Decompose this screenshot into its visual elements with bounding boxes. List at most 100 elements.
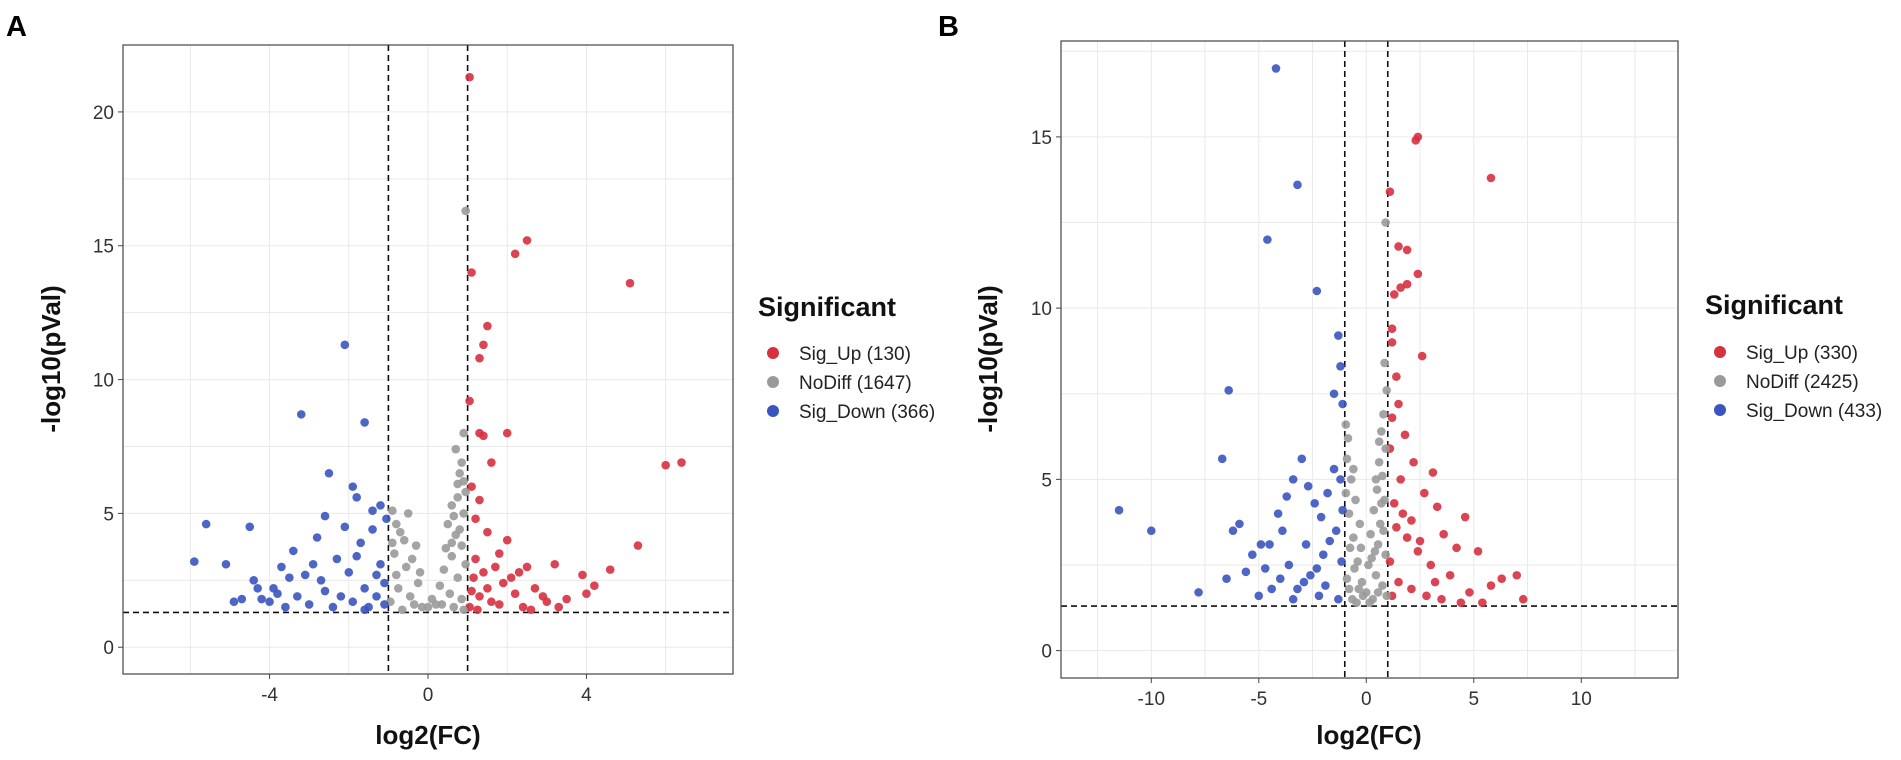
point-sig-down <box>1114 505 1124 515</box>
point-sig-down <box>348 482 358 491</box>
point-nodiff <box>393 584 403 593</box>
point-sig-down <box>1194 588 1203 597</box>
point-nodiff <box>1353 557 1362 566</box>
point-sig-up <box>1396 475 1405 484</box>
point-nodiff <box>437 600 447 609</box>
point-sig-up <box>1389 499 1399 508</box>
point-nodiff <box>388 538 397 548</box>
point-sig-up <box>483 584 492 593</box>
point-sig-down <box>201 519 211 529</box>
point-sig-up <box>1398 509 1408 518</box>
point-sig-down <box>320 511 330 521</box>
point-sig-down <box>324 468 334 478</box>
point-sig-up <box>502 428 512 438</box>
point-nodiff <box>417 602 427 612</box>
point-sig-down <box>304 600 314 609</box>
point-nodiff <box>453 573 463 582</box>
panel-b-plot-frame <box>1060 40 1679 679</box>
point-sig-down <box>1228 526 1238 536</box>
point-sig-down <box>1241 567 1251 577</box>
point-sig-down <box>332 554 342 564</box>
panel-b-y-tick-label: 10 <box>1031 299 1052 320</box>
point-sig-up <box>475 495 484 505</box>
point-sig-up <box>1465 588 1474 597</box>
point-sig-down <box>320 586 330 596</box>
point-sig-down <box>360 584 369 593</box>
point-sig-up <box>1394 399 1403 409</box>
point-sig-up <box>1473 546 1483 556</box>
legend-swatch-sig-up <box>767 347 779 359</box>
point-nodiff <box>1364 560 1373 570</box>
point-nodiff <box>459 476 468 486</box>
point-nodiff <box>1377 427 1386 436</box>
point-nodiff <box>403 509 413 518</box>
point-sig-down <box>273 589 282 599</box>
point-sig-down <box>1282 492 1292 501</box>
point-sig-up <box>1452 543 1461 553</box>
panel-b-x-tick-label: 10 <box>1571 689 1592 710</box>
point-nodiff <box>1358 591 1368 601</box>
point-sig-up <box>1478 598 1487 607</box>
point-sig-down <box>344 567 354 577</box>
legend-swatch-sig-down <box>767 405 779 417</box>
point-nodiff <box>1342 574 1352 583</box>
point-nodiff <box>457 541 466 550</box>
point-sig-down <box>1338 399 1347 409</box>
point-sig-down <box>312 533 322 542</box>
point-nodiff <box>1357 577 1367 587</box>
point-sig-down <box>368 525 377 534</box>
point-nodiff <box>395 527 405 537</box>
point-nodiff <box>447 551 457 561</box>
point-nodiff <box>392 519 401 529</box>
point-nodiff <box>399 535 409 545</box>
point-nodiff <box>455 525 464 534</box>
point-sig-down <box>360 418 369 427</box>
point-nodiff <box>1349 533 1358 542</box>
panel-a-y-tick-label: 0 <box>103 638 114 659</box>
point-sig-up <box>661 460 670 470</box>
point-nodiff <box>1381 550 1390 560</box>
panel-label-b: B <box>938 11 959 43</box>
point-sig-up <box>1486 173 1496 183</box>
point-sig-up <box>465 396 474 406</box>
point-nodiff <box>409 600 419 609</box>
point-nodiff <box>1354 584 1364 594</box>
point-sig-up <box>1409 457 1418 467</box>
point-sig-up <box>590 581 599 590</box>
point-nodiff <box>1379 409 1388 419</box>
point-sig-up <box>550 559 560 569</box>
point-sig-down <box>1293 584 1302 594</box>
point-sig-up <box>1422 591 1431 601</box>
point-nodiff <box>1342 454 1352 464</box>
point-nodiff <box>1372 485 1382 494</box>
point-sig-up <box>578 570 587 580</box>
point-sig-down <box>296 410 306 419</box>
point-sig-down <box>1303 481 1313 491</box>
point-sig-up <box>475 592 484 601</box>
point-sig-down <box>380 578 389 588</box>
panel-b-legend-title: Significant <box>1705 290 1843 320</box>
point-sig-down <box>1336 475 1345 484</box>
point-sig-down <box>352 551 362 561</box>
point-sig-down <box>1248 550 1257 560</box>
point-sig-down <box>1329 464 1339 474</box>
point-nodiff <box>1367 553 1376 563</box>
point-sig-down <box>340 340 350 350</box>
point-sig-up <box>1456 598 1466 607</box>
point-nodiff <box>1355 519 1365 529</box>
point-nodiff <box>413 578 423 588</box>
point-sig-up <box>582 589 591 599</box>
point-sig-down <box>1312 564 1322 573</box>
panel-a-legend-title: Significant <box>758 292 896 322</box>
panel-b-x-axis-title: log2(FC) <box>1316 720 1421 750</box>
point-nodiff <box>1346 475 1356 484</box>
panel-a-x-tick-label: -4 <box>261 685 278 706</box>
point-nodiff <box>451 444 461 454</box>
point-sig-up <box>1385 187 1395 196</box>
point-sig-down <box>1293 180 1302 190</box>
point-sig-down <box>277 562 286 572</box>
point-sig-down <box>1297 454 1307 464</box>
panel-a-y-ticks: 0 5 10 15 20 <box>93 103 123 659</box>
point-nodiff <box>397 605 407 615</box>
point-sig-down <box>1271 64 1281 73</box>
